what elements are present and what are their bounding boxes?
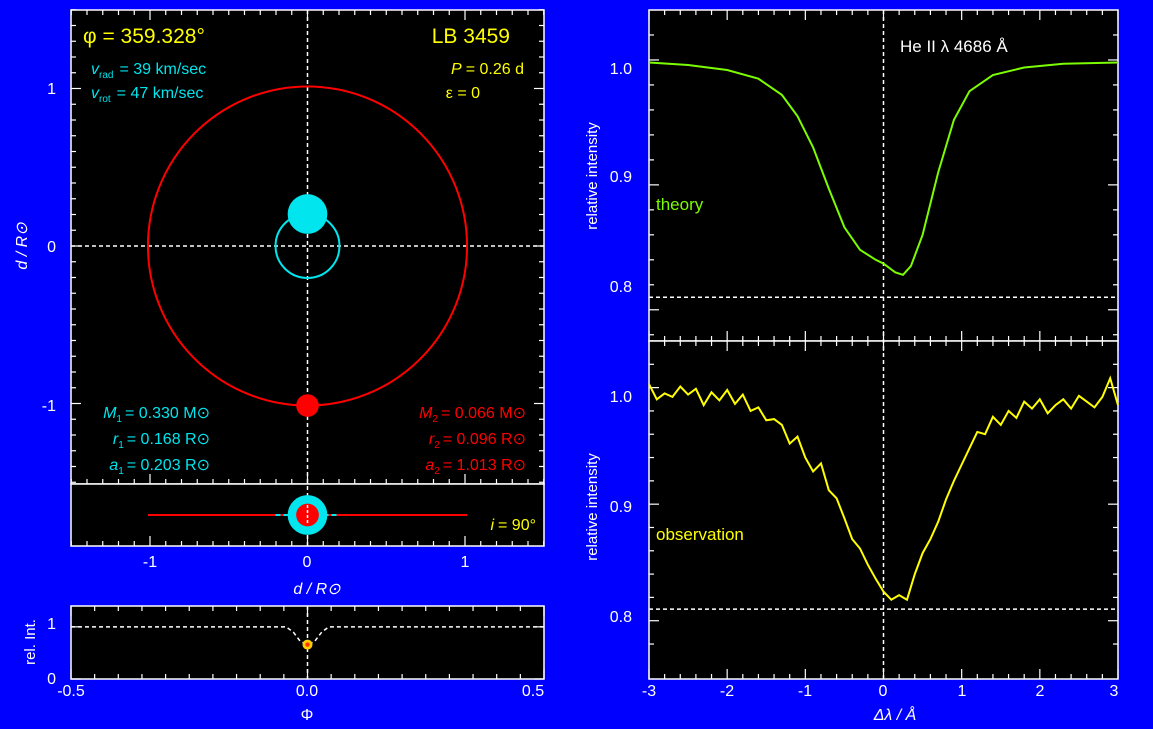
lc-xtick-label: 0.0 bbox=[296, 683, 318, 700]
primary-star bbox=[287, 194, 328, 234]
orbit-xtick-label: 1 bbox=[461, 554, 470, 571]
theory-ytick-label: 1.0 bbox=[610, 61, 632, 78]
spec-xtick-label: 0 bbox=[879, 683, 888, 700]
lc-ytick-label: 0 bbox=[47, 671, 56, 688]
light-curve-marker bbox=[302, 639, 313, 650]
period-line: P = 0.26 d bbox=[451, 61, 524, 78]
obs-ytick-label: 0.9 bbox=[610, 499, 632, 516]
star-name: LB 3459 bbox=[432, 25, 510, 48]
vrad-line: vrad = 39 km/sec bbox=[91, 61, 206, 81]
lc-xlabel: Φ bbox=[301, 707, 314, 724]
inclination-line: i = 90° bbox=[490, 517, 536, 534]
theory-curve bbox=[648, 61, 1119, 276]
theory-ylabel: relative intensity bbox=[584, 122, 601, 230]
theory-label: theory bbox=[656, 195, 704, 214]
light-curve-line bbox=[71, 626, 544, 646]
orbit-ylabel: d / R⊙ bbox=[14, 222, 31, 270]
spec-xlabel: Δλ / Å bbox=[873, 705, 917, 724]
orbit-xtick-label: 0 bbox=[303, 554, 312, 571]
line-label: He II λ 4686 Å bbox=[900, 37, 1008, 56]
spec-xtick-label: -2 bbox=[720, 683, 734, 700]
orbit-panel: φ = 359.328° LB 3459 vrad = 39 km/sec vro… bbox=[14, 9, 545, 598]
orbit-shapes bbox=[146, 85, 469, 535]
orbit-xlabel: d / R⊙ bbox=[293, 581, 341, 598]
orbit-ytick-label: 1 bbox=[47, 81, 56, 98]
obs-ylabel: relative intensity bbox=[584, 453, 601, 561]
eccentricity-line: ε = 0 bbox=[446, 85, 480, 102]
primary-axis: a1 = 0.203 R⊙ bbox=[109, 457, 210, 477]
primary-radius: r1 = 0.168 R⊙ bbox=[113, 431, 210, 451]
orbit-ytick-label: -1 bbox=[42, 398, 56, 415]
lc-ytick-label: 1 bbox=[47, 616, 56, 633]
lc-point-inner bbox=[305, 642, 310, 647]
primary-mass: M1 = 0.330 M⊙ bbox=[103, 405, 210, 425]
lc-xtick-label: 0.5 bbox=[522, 683, 544, 700]
observation-label: observation bbox=[656, 525, 744, 544]
spectrum-panel: He II λ 4686 Å theory observation 1.0 0.… bbox=[584, 9, 1119, 724]
orbit-ytick-label: 0 bbox=[47, 239, 56, 256]
spec-xtick-label: 1 bbox=[958, 683, 967, 700]
observation-curve bbox=[648, 375, 1119, 602]
secondary-axis: a2 = 1.013 R⊙ bbox=[425, 457, 526, 477]
theory-ytick-label: 0.8 bbox=[610, 279, 632, 296]
lc-ylabel: rel. Int. bbox=[22, 619, 39, 665]
spec-xtick-label: 3 bbox=[1110, 683, 1119, 700]
spec-xtick-label: -3 bbox=[642, 683, 656, 700]
orbit-xtick-label: -1 bbox=[143, 554, 157, 571]
theory-ytick-label: 0.9 bbox=[610, 169, 632, 186]
spec-xtick-label: 2 bbox=[1036, 683, 1045, 700]
spec-xtick-label: -1 bbox=[798, 683, 812, 700]
secondary-mass: M2 = 0.066 M⊙ bbox=[419, 405, 526, 425]
secondary-star bbox=[296, 394, 319, 417]
obs-ytick-label: 0.8 bbox=[610, 609, 632, 626]
light-curve-panel: 1 0 -0.5 0.0 0.5 Φ rel. Int. bbox=[22, 605, 545, 724]
obs-ytick-label: 1.0 bbox=[610, 389, 632, 406]
vrot-line: vrot = 47 km/sec bbox=[91, 85, 203, 105]
phase-label: φ = 359.328° bbox=[83, 25, 205, 48]
lc-xtick-label: -0.5 bbox=[57, 683, 85, 700]
orbit-ticks bbox=[70, 9, 545, 546]
light-curve-ticks bbox=[70, 606, 545, 680]
secondary-radius: r2 = 0.096 R⊙ bbox=[429, 431, 526, 451]
